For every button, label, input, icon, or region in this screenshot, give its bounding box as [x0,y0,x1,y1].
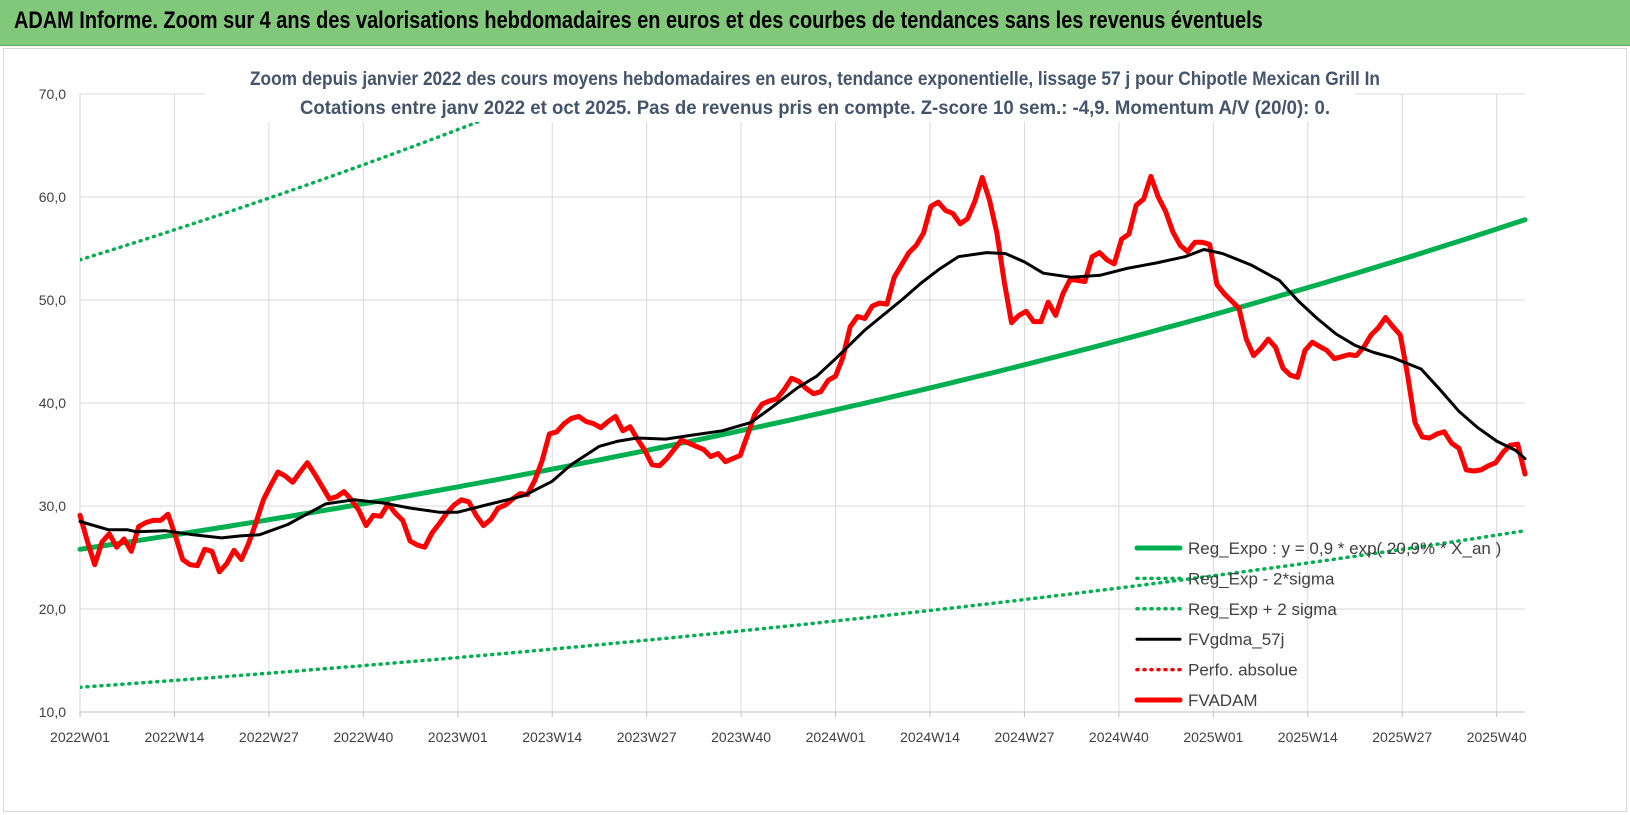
x-tick-label: 2024W40 [1089,729,1149,745]
x-tick-label: 2023W27 [617,729,677,745]
x-tick-label: 2025W01 [1183,729,1243,745]
report-banner: ADAM Informe. Zoom sur 4 ans des valoris… [0,0,1630,46]
x-axis-ticks: 2022W01 2022W14 2022W27 2022W40 2023W01 2023W… [50,729,1527,745]
x-tick-label: 2022W27 [239,729,299,745]
x-tick-label: 2022W40 [333,729,393,745]
chart-title-line-1: Zoom depuis janvier 2022 des cours moyen… [250,69,1380,90]
chart-legend: Reg_Expo : y = 0,9 * exp( 20,9% * X_an )… [1134,539,1501,710]
chart-title-block: Zoom depuis janvier 2022 des cours moyen… [205,62,1380,122]
legend-label: Perfo. absolue [1188,661,1298,680]
chart-series [77,94,1528,690]
legend-label: FVADAM [1188,691,1258,710]
x-tick-label: 2024W01 [806,729,866,745]
legend-label: Reg_Exp + 2 sigma [1188,600,1337,619]
y-tick-label: 60,0 [39,189,66,205]
y-tick-label: 20,0 [39,601,66,617]
chart-gridlines [79,93,1525,713]
x-tick-label: 2022W01 [50,729,110,745]
x-tick-label: 2023W14 [522,729,582,745]
series-fvgdma-57j [78,248,1527,540]
x-tick-label: 2024W14 [900,729,960,745]
y-axis-ticks: 10,0 20,0 30,0 40,0 50,0 60,0 70,0 [39,86,66,720]
x-tick-label: 2023W40 [711,729,771,745]
series-reg-expo [77,217,1528,552]
title-background [205,62,1355,122]
chart-axes [79,711,1525,717]
y-tick-label: 70,0 [39,86,66,102]
legend-label: Reg_Expo : y = 0,9 * exp( 20,9% * X_an ) [1188,539,1501,558]
series-reg-exp-plus-2-sigma [80,94,554,262]
y-tick-label: 50,0 [39,292,66,308]
y-tick-label: 10,0 [39,704,66,720]
x-tick-label: 2023W01 [428,729,488,745]
x-tick-label: 2025W40 [1467,729,1527,745]
y-tick-label: 30,0 [39,498,66,514]
chart-title-line-2: Cotations entre janv 2022 et oct 2025. P… [300,98,1330,119]
x-tick-label: 2022W14 [144,729,204,745]
y-tick-label: 40,0 [39,395,66,411]
x-tick-label: 2024W27 [994,729,1054,745]
report-banner-title: ADAM Informe. Zoom sur 4 ans des valoris… [14,7,1263,34]
chart-frame [3,48,1627,812]
legend-label: FVgdma_57j [1188,630,1284,649]
x-tick-label: 2025W14 [1278,729,1338,745]
legend-label: Reg_Exp - 2*sigma [1188,569,1335,588]
x-tick-label: 2025W27 [1372,729,1432,745]
series-reg-exp-minus-2-sigma [80,528,1527,690]
